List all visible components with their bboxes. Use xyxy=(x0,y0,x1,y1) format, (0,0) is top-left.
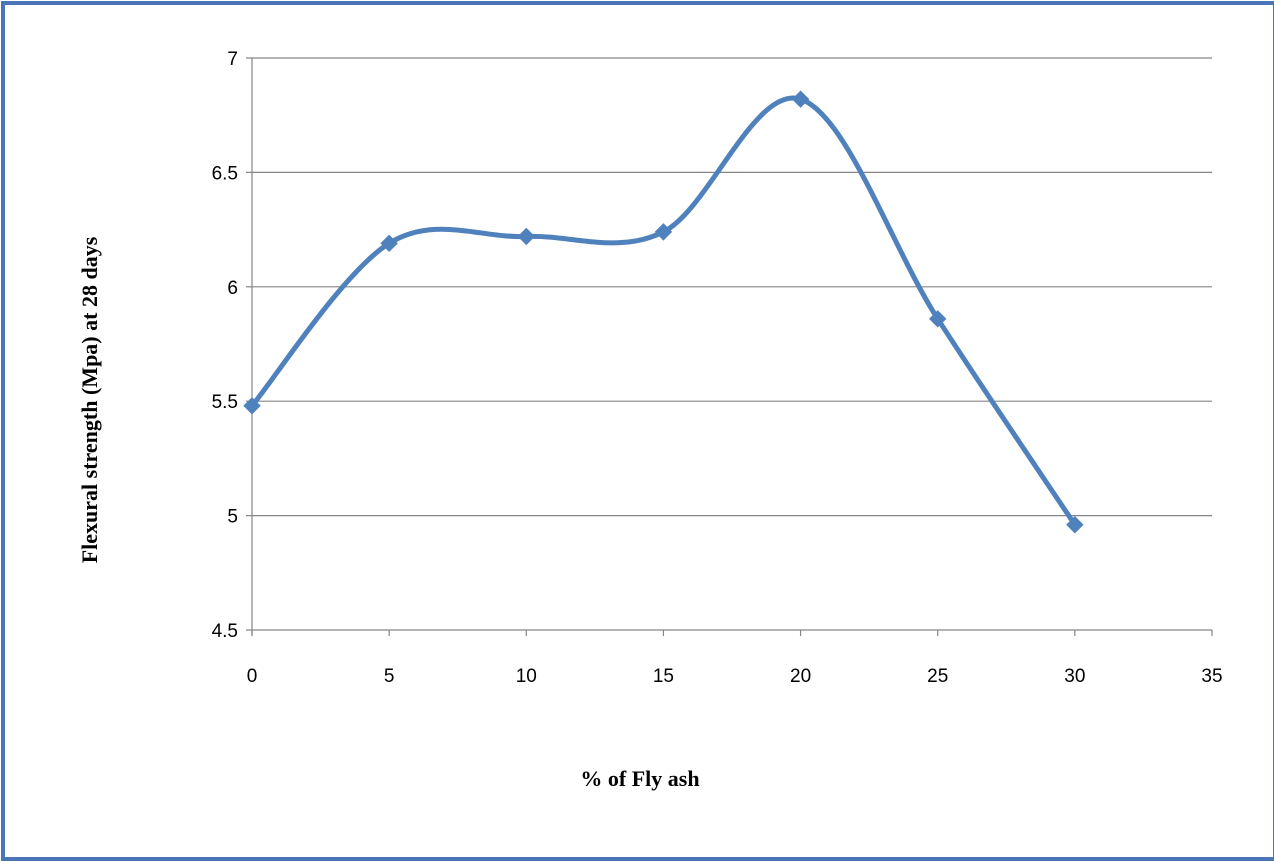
x-tick-labels: 0 5 10 15 20 25 30 35 xyxy=(247,666,1223,687)
y-tick-label: 6.5 xyxy=(212,163,238,184)
x-tick-label: 15 xyxy=(653,666,674,687)
y-tick-label: 7 xyxy=(227,49,238,70)
data-point-marker xyxy=(654,223,673,241)
data-markers xyxy=(243,90,1084,534)
x-tick-label: 25 xyxy=(927,666,948,687)
x-tick-label: 0 xyxy=(247,666,258,687)
y-tick-label: 6 xyxy=(227,278,238,299)
data-point-marker xyxy=(1066,516,1084,534)
x-axis-title: % of Fly ash xyxy=(580,766,699,791)
y-tick-label: 5 xyxy=(227,507,238,528)
data-point-marker xyxy=(380,234,398,253)
x-tick-label: 10 xyxy=(516,666,537,687)
gridlines xyxy=(252,57,1212,517)
y-tick-label: 4.5 xyxy=(212,621,238,642)
data-point-marker xyxy=(243,397,261,415)
x-tick-label: 5 xyxy=(384,666,395,687)
data-point-marker xyxy=(791,90,810,108)
data-point-marker xyxy=(517,227,535,246)
x-tick-label: 20 xyxy=(790,666,811,687)
x-tick-label: 35 xyxy=(1201,666,1222,687)
y-tick-label: 5.5 xyxy=(212,392,238,413)
series xyxy=(249,95,1078,528)
data-point-marker xyxy=(929,310,947,328)
y-tick-labels: 4.5 5 5.5 6 6.5 7 xyxy=(212,49,238,642)
series-line xyxy=(249,95,1078,528)
x-tick-label: 30 xyxy=(1064,666,1085,687)
y-axis-title: Flexural strength (Mpa) at 28 days xyxy=(77,236,102,563)
axes xyxy=(246,57,1213,636)
